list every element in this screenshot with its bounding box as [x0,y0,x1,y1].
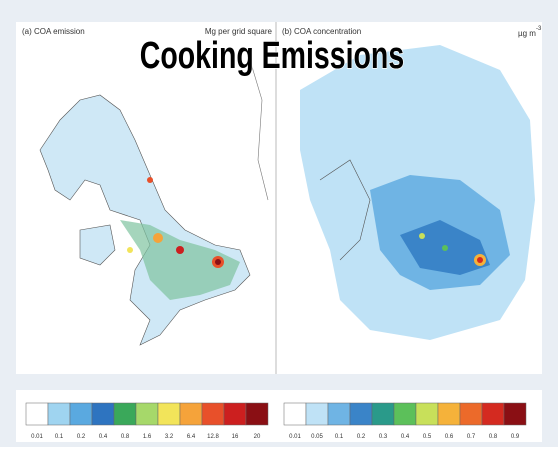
colorbar-label: 0.6 [445,434,454,440]
colorbar-label: 1.6 [143,434,152,440]
colorbar-box [69,402,93,426]
colorbar-label: 16 [232,434,239,440]
colorbar-label: 0.4 [401,434,410,440]
colorbar-label: 0.05 [311,434,323,440]
colorbar-box [223,402,247,426]
colorbar-box [113,402,137,426]
colorbar-label: 0.2 [77,434,86,440]
colorbar-label: 0.8 [489,434,498,440]
colorbar-box [157,402,181,426]
colorbar-box [25,402,49,426]
colorbar-box [179,402,203,426]
colorbar-box [47,402,71,426]
colorbar-label: 0.1 [55,434,64,440]
colorbar-label: 0.01 [289,434,301,440]
colorbar-box [437,402,461,426]
panel-units: Mg per grid square [205,27,273,36]
colorbar-box [283,402,307,426]
panel-units: µg m [518,29,536,38]
colorbar-label: 0.3 [379,434,388,440]
colorbar-label: 12.8 [207,434,219,440]
colorbar-box [245,402,269,426]
map-a [39,59,269,346]
colorbar-box [393,402,417,426]
colorbar-box [327,402,351,426]
colorbar-label: 3.2 [165,434,174,440]
colorbar-label: 6.4 [187,434,196,440]
colorbar-box [503,402,527,426]
colorbar-box [459,402,483,426]
colorbar-box [349,402,373,426]
colorbar-box [201,402,225,426]
colorbar-label: 0.1 [335,434,344,440]
colorbar-box [91,402,115,426]
map-b [300,45,535,340]
colorbar-box [415,402,439,426]
colorbar-label: 0.4 [99,434,108,440]
colorbar-box [481,402,505,426]
title: Cooking Emissions [140,35,404,77]
panel-label: (a) COA emission [22,27,85,36]
colorbar-box [305,402,329,426]
colorbar-label: 0.5 [423,434,432,440]
colorbar-label: 20 [254,434,261,440]
colorbar-label: 0.7 [467,434,476,440]
panel-units-sup: -3 [536,26,542,32]
colorbar-label: 0.9 [511,434,520,440]
colorbar-box [371,402,395,426]
panel-label: (b) COA concentration [282,27,361,36]
colorbar-box [135,402,159,426]
colorbar-label: 0.8 [121,434,130,440]
colorbar-label: 0.2 [357,434,366,440]
colorbar-label: 0.01 [31,434,43,440]
